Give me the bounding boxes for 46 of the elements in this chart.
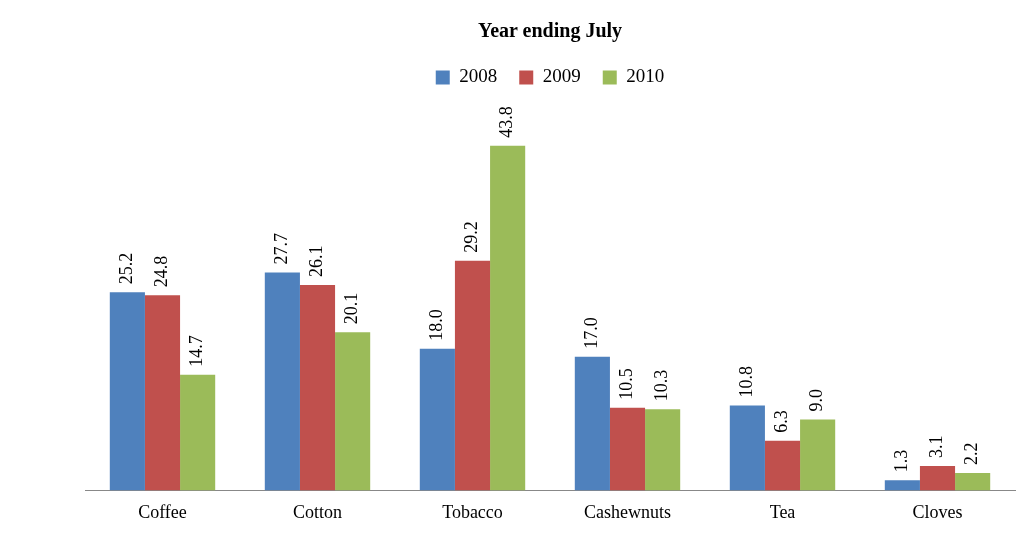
data-label: 3.1 bbox=[926, 435, 947, 459]
x-tick-label: Cloves bbox=[912, 501, 963, 522]
data-label: 24.8 bbox=[151, 255, 172, 288]
data-label: 27.7 bbox=[271, 232, 292, 265]
bar bbox=[109, 292, 145, 491]
bar bbox=[490, 145, 526, 491]
data-label: 10.8 bbox=[736, 365, 757, 398]
legend-label: 2009 bbox=[542, 65, 581, 87]
data-label: 26.1 bbox=[306, 245, 327, 278]
bar bbox=[454, 260, 491, 491]
bar bbox=[419, 348, 455, 491]
x-tick-label: Coffee bbox=[138, 501, 187, 522]
chart-title: Year ending July bbox=[477, 19, 623, 43]
data-label: 43.8 bbox=[496, 106, 517, 138]
data-label: 1.3 bbox=[891, 449, 912, 473]
bar bbox=[919, 466, 956, 491]
legend-label: 2008 bbox=[459, 65, 498, 87]
data-label: 10.3 bbox=[651, 369, 672, 402]
bar bbox=[574, 356, 610, 491]
bar bbox=[264, 272, 300, 491]
bar bbox=[335, 332, 371, 491]
bar bbox=[764, 440, 801, 491]
bar bbox=[800, 419, 836, 491]
data-label: 29.2 bbox=[461, 221, 482, 253]
bar bbox=[645, 409, 681, 491]
bar bbox=[180, 374, 216, 491]
data-label: 17.0 bbox=[581, 317, 602, 349]
bar bbox=[884, 480, 920, 491]
data-label: 6.3 bbox=[771, 410, 792, 433]
data-label: 9.0 bbox=[806, 389, 827, 412]
data-label: 20.1 bbox=[341, 292, 362, 325]
data-label: 25.2 bbox=[116, 252, 137, 285]
bar bbox=[609, 407, 646, 491]
legend-label: 2010 bbox=[626, 65, 665, 87]
x-tick-label: Cotton bbox=[292, 501, 343, 522]
data-label: 10.5 bbox=[616, 368, 637, 400]
bar bbox=[299, 285, 336, 491]
x-tick-label: Tea bbox=[769, 501, 796, 522]
x-tick-label: Tobacco bbox=[442, 501, 503, 522]
bar bbox=[144, 295, 181, 491]
bar bbox=[729, 405, 765, 491]
bar bbox=[955, 473, 991, 491]
data-label: 14.7 bbox=[186, 335, 207, 367]
x-tick-label: Cashewnuts bbox=[584, 501, 671, 522]
data-label: 18.0 bbox=[426, 309, 447, 341]
data-label: 2.2 bbox=[961, 442, 982, 466]
